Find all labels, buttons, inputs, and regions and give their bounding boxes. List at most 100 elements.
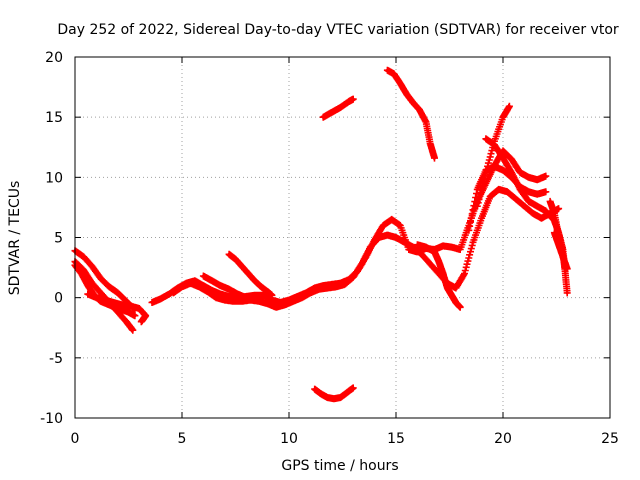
data-point bbox=[332, 397, 336, 401]
y-tick-label: 5 bbox=[54, 231, 63, 247]
data-point bbox=[527, 190, 531, 194]
data-point bbox=[259, 285, 263, 289]
data-point bbox=[420, 252, 424, 256]
data-point bbox=[86, 292, 90, 296]
data-point bbox=[418, 108, 421, 112]
data-point bbox=[253, 279, 257, 283]
data-point bbox=[507, 104, 511, 108]
data-point bbox=[433, 250, 436, 254]
data-point bbox=[522, 204, 526, 208]
data-point bbox=[552, 211, 556, 215]
data-point bbox=[535, 204, 539, 208]
data-point bbox=[131, 328, 135, 332]
data-point bbox=[497, 187, 501, 191]
data-point bbox=[133, 314, 137, 318]
data-point bbox=[319, 392, 323, 396]
y-axis-label: SDTVAR / TECUs bbox=[7, 181, 23, 296]
data-point bbox=[227, 252, 231, 256]
x-axis-label: GPS time / hours bbox=[281, 458, 398, 474]
data-point bbox=[428, 142, 432, 146]
data-point bbox=[253, 297, 257, 301]
data-point bbox=[450, 245, 454, 249]
data-point bbox=[475, 187, 479, 191]
data-point bbox=[283, 303, 287, 307]
y-tick-label: 15 bbox=[45, 110, 63, 126]
data-point bbox=[139, 320, 143, 324]
data-point bbox=[219, 284, 222, 288]
y-tick-label: 10 bbox=[45, 170, 63, 186]
data-point bbox=[411, 101, 415, 105]
data-point bbox=[317, 287, 321, 291]
data-point bbox=[338, 106, 342, 109]
data-point bbox=[535, 178, 539, 182]
y-tick-label: 20 bbox=[45, 50, 63, 66]
data-point bbox=[484, 137, 488, 141]
data-point bbox=[518, 171, 522, 174]
data-point bbox=[351, 386, 355, 390]
data-point bbox=[261, 296, 265, 300]
data-point bbox=[330, 110, 334, 114]
data-point bbox=[107, 285, 111, 289]
y-tick-label: -10 bbox=[40, 411, 63, 427]
data-point bbox=[351, 97, 355, 101]
x-tick-label: 5 bbox=[178, 431, 187, 447]
data-point bbox=[103, 298, 107, 302]
data-point bbox=[458, 305, 462, 309]
data-point bbox=[565, 267, 569, 271]
data-point bbox=[321, 115, 325, 119]
data-point bbox=[90, 281, 94, 285]
data-point bbox=[347, 100, 351, 103]
x-tick-label: 10 bbox=[280, 431, 298, 447]
data-point bbox=[82, 255, 86, 259]
data-point bbox=[394, 236, 398, 239]
data-point bbox=[112, 301, 115, 304]
data-point bbox=[544, 174, 548, 178]
data-point bbox=[390, 217, 394, 221]
data-point bbox=[492, 165, 496, 168]
data-point bbox=[458, 248, 462, 251]
data-point bbox=[484, 168, 488, 172]
data-point bbox=[210, 279, 214, 283]
data-point bbox=[86, 284, 90, 288]
data-point bbox=[403, 240, 407, 244]
data-point bbox=[240, 299, 244, 303]
data-point bbox=[308, 291, 312, 295]
data-point bbox=[116, 307, 120, 310]
data-point bbox=[385, 233, 389, 237]
data-point bbox=[227, 287, 231, 291]
data-point bbox=[501, 115, 505, 119]
data-point bbox=[171, 291, 175, 295]
data-point bbox=[557, 243, 561, 247]
data-point bbox=[492, 143, 496, 147]
series-track-04 bbox=[84, 290, 150, 326]
series-track-09 bbox=[319, 95, 357, 121]
data-point bbox=[505, 190, 509, 194]
series-track-11 bbox=[383, 66, 438, 162]
data-point bbox=[398, 82, 402, 85]
data-point bbox=[441, 272, 445, 276]
data-point bbox=[270, 293, 274, 297]
data-point bbox=[223, 298, 227, 302]
data-point bbox=[189, 281, 193, 285]
data-point bbox=[197, 285, 201, 289]
data-point bbox=[201, 274, 205, 278]
data-point bbox=[527, 199, 531, 203]
data-point bbox=[527, 175, 531, 179]
data-point bbox=[351, 275, 355, 279]
data-point bbox=[565, 291, 569, 295]
data-point bbox=[326, 396, 329, 399]
data-point bbox=[428, 262, 432, 266]
data-point bbox=[450, 293, 454, 297]
data-point bbox=[377, 236, 381, 239]
data-point bbox=[274, 305, 278, 309]
data-point bbox=[180, 285, 184, 289]
series-track-06 bbox=[169, 185, 563, 311]
data-point bbox=[381, 224, 385, 227]
data-point bbox=[120, 303, 124, 307]
data-point bbox=[454, 286, 458, 290]
data-point bbox=[392, 72, 396, 76]
x-tick-label: 15 bbox=[387, 431, 405, 447]
data-point bbox=[266, 290, 270, 294]
data-point bbox=[437, 260, 441, 264]
